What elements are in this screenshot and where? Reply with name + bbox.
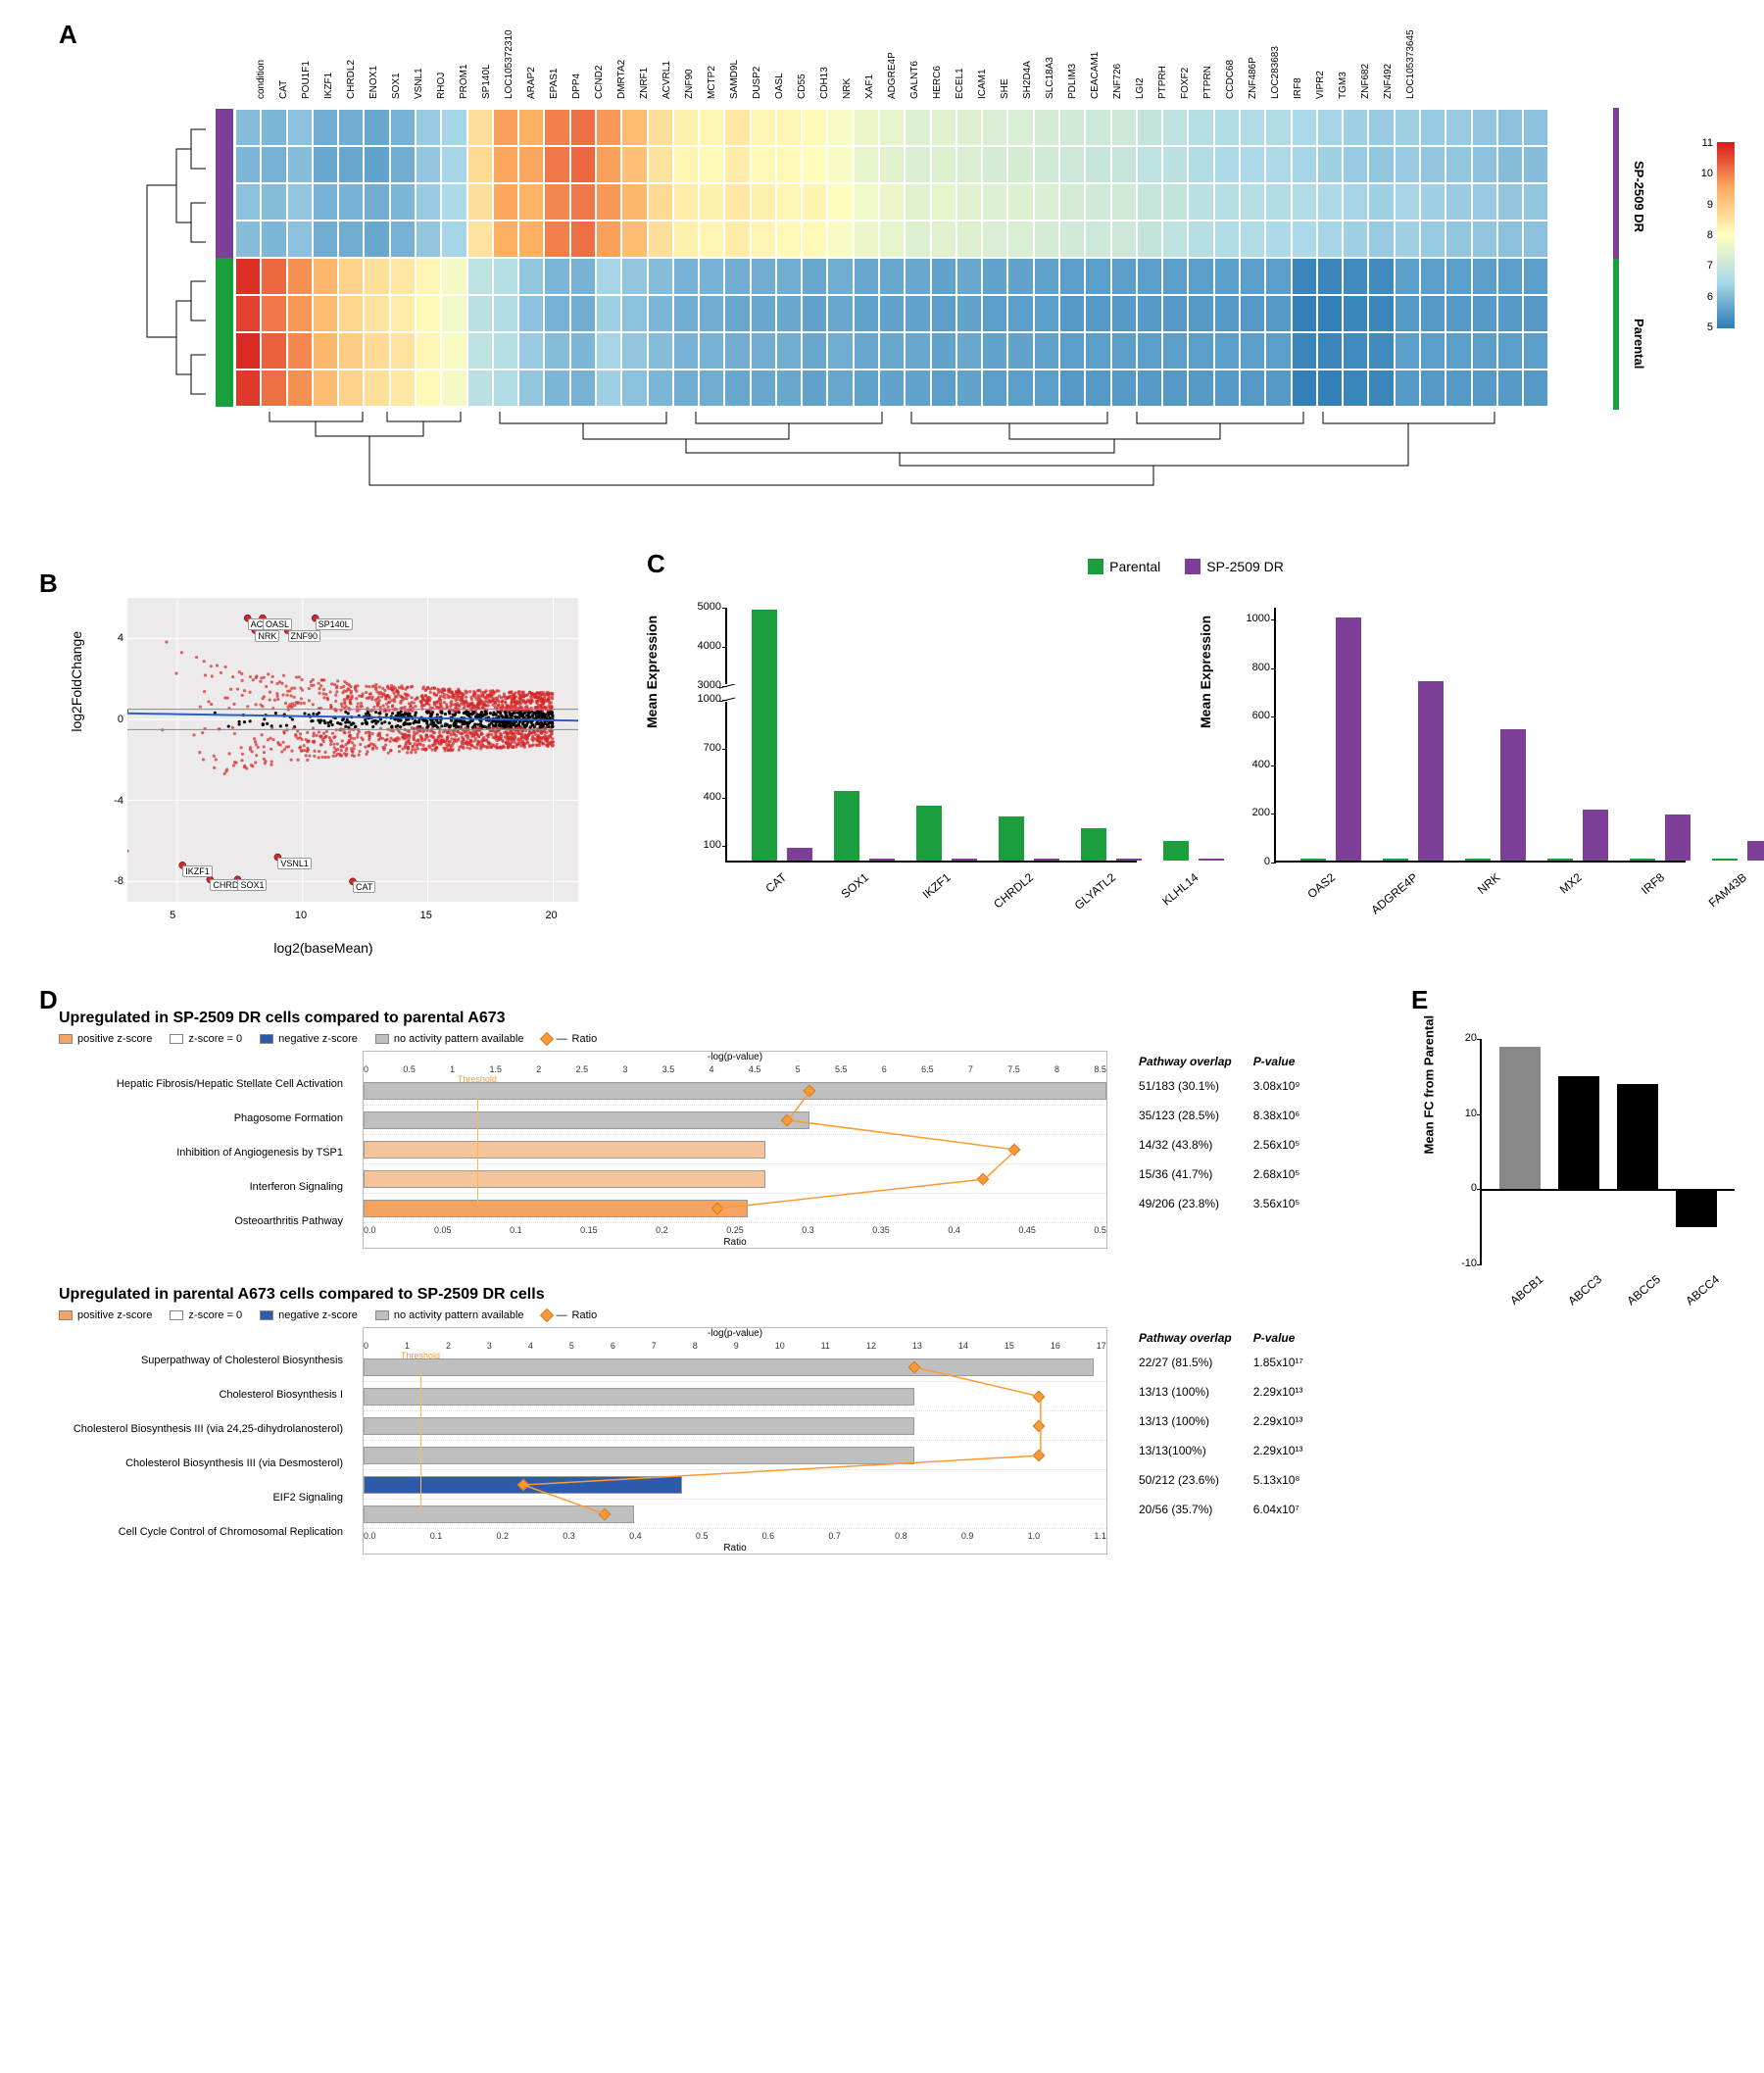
legend-parental: Parental	[1088, 559, 1160, 574]
cond-label-parental: Parental	[1632, 319, 1646, 369]
condition-sidebar	[1613, 108, 1619, 410]
panel-d-label: D	[39, 985, 58, 1015]
ma-plot-svg	[127, 598, 578, 902]
legend-text: Parental	[1109, 559, 1160, 574]
legend-dr: SP-2509 DR	[1185, 559, 1284, 574]
legend-text: SP-2509 DR	[1206, 559, 1284, 574]
panel-c: C Parental SP-2509 DR Mean Expression 50…	[647, 559, 1725, 961]
heatmap-rows	[233, 109, 1548, 407]
panel-b: B ACVRL1OASLSP140LNRKZNF90IKZF1CHRDL2SOX…	[59, 588, 588, 961]
panel-a-label: A	[59, 20, 77, 50]
legend-sw-dr	[1185, 559, 1200, 574]
ma-plot: ACVRL1OASLSP140LNRKZNF90IKZF1CHRDL2SOX1V…	[127, 598, 578, 902]
heatmap: conditionCATPOU1F1IKZF1CHRDL2ENOX1SOX1VS…	[216, 29, 1548, 407]
panel-b-label: B	[39, 568, 58, 599]
panel-d: D Upregulated in SP-2509 DR cells compar…	[59, 1000, 1362, 1555]
cond-label-dr: SP-2509 DR	[1632, 161, 1646, 232]
panel-e-chart: 20100-10ABCB1ABCC3ABCC5ABCC4	[1480, 1039, 1735, 1264]
panel-a: A conditionCATPOU1F1IKZF1CHRDL2ENOX1SOX1…	[20, 20, 1744, 529]
panel-c-left-chart: 5000400030001000700400100CATSOX1IKZF1CHR…	[725, 608, 1137, 863]
heatmap-grid	[216, 109, 1548, 407]
panel-c-ylabel-left: Mean Expression	[644, 616, 660, 728]
panel-d-container: Upregulated in SP-2509 DR cells compared…	[59, 1010, 1362, 1555]
panel-c-label: C	[647, 549, 665, 579]
panel-b-xlabel: log2(baseMean)	[273, 940, 372, 956]
panel-c-ylabel-right: Mean Expression	[1198, 616, 1213, 728]
heatmap-col-labels: conditionCATPOU1F1IKZF1CHRDL2ENOX1SOX1VS…	[255, 29, 1548, 40]
colorbar-ticks: 111098765	[1701, 137, 1713, 333]
figure-root: A conditionCATPOU1F1IKZF1CHRDL2ENOX1SOX1…	[20, 20, 1744, 529]
colorbar	[1717, 142, 1735, 328]
condition-labels: SP-2509 DR Parental	[1632, 118, 1646, 412]
legend-sw-parental	[1088, 559, 1103, 574]
panel-c-right-chart: 10008006004002000OAS2ADGRE4PNRKMX2IRF8FA…	[1274, 608, 1686, 863]
panel-e: E Mean FC from Parental 20100-10ABCB1ABC…	[1421, 1000, 1744, 1343]
panel-c-legend: Parental SP-2509 DR	[647, 559, 1725, 574]
panel-b-ylabel: log2FoldChange	[69, 631, 84, 732]
row-dendrogram	[137, 110, 206, 414]
panel-e-ylabel: Mean FC from Parental	[1422, 1015, 1437, 1155]
condition-column	[216, 109, 233, 407]
col-dendrogram	[255, 412, 1509, 500]
panel-e-label: E	[1411, 985, 1428, 1015]
